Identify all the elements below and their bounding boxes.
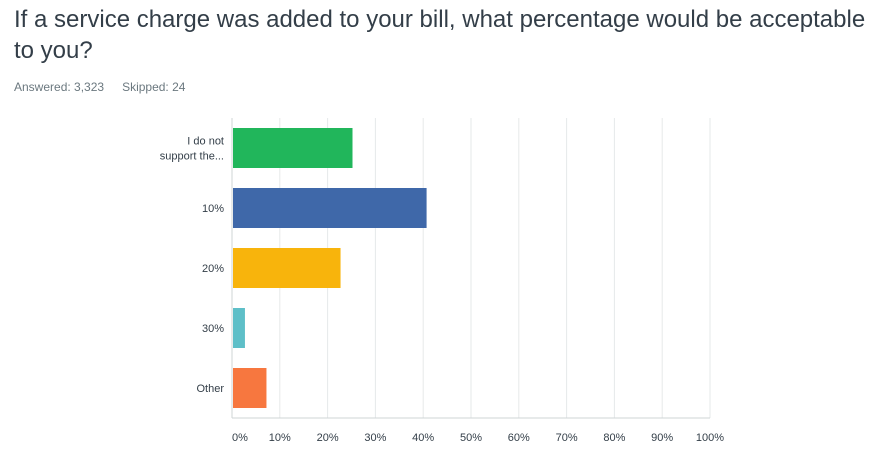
- x-tick-label: 10%: [269, 432, 291, 444]
- category-label: Other: [196, 383, 224, 395]
- x-tick-label: 90%: [651, 432, 673, 444]
- x-tick-label: 100%: [696, 432, 724, 444]
- question-title: If a service charge was added to your bi…: [14, 6, 866, 64]
- x-tick-label: 50%: [460, 432, 482, 444]
- bar: [233, 308, 245, 348]
- skipped-count: Skipped: 24: [122, 80, 186, 94]
- x-tick-label: 70%: [556, 432, 578, 444]
- bar: [233, 128, 353, 168]
- response-stats: Answered: 3,323 Skipped: 24: [14, 80, 185, 94]
- x-tick-label: 80%: [603, 432, 625, 444]
- bar: [233, 368, 267, 408]
- bar: [233, 188, 427, 228]
- x-tick-label: 30%: [364, 432, 386, 444]
- x-tick-label: 0%: [232, 432, 248, 444]
- category-label: 20%: [202, 263, 224, 275]
- x-tick-label: 20%: [317, 432, 339, 444]
- x-tick-label: 40%: [412, 432, 434, 444]
- category-label: 10%: [202, 203, 224, 215]
- category-label: I do not support the...: [160, 136, 224, 163]
- x-tick-label: 60%: [508, 432, 530, 444]
- answered-count: Answered: 3,323: [14, 80, 105, 94]
- bar: [233, 248, 341, 288]
- category-label: 30%: [202, 323, 224, 335]
